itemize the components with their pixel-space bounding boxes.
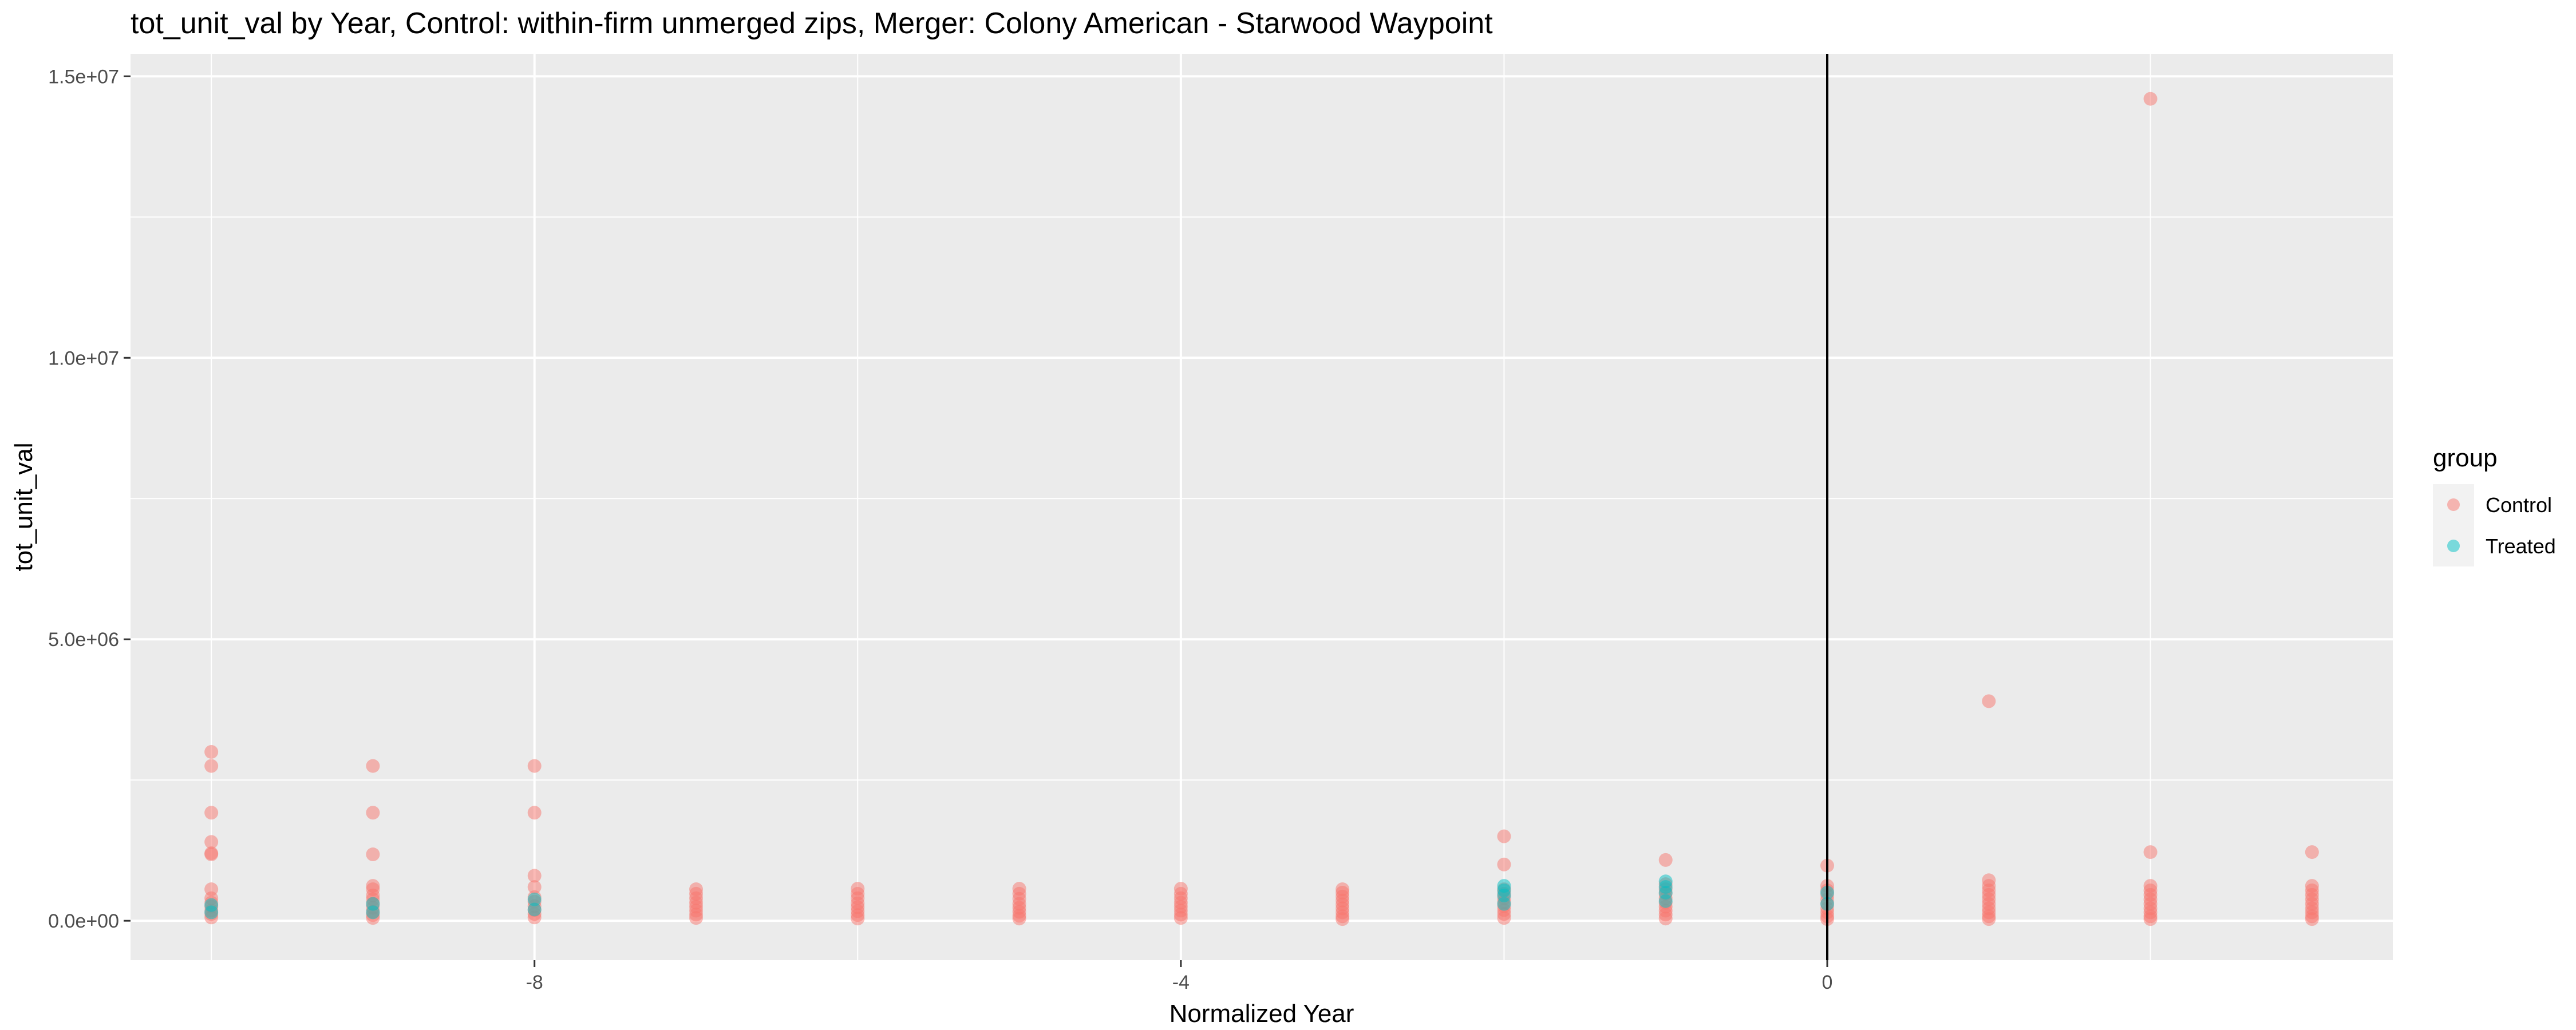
data-point-control: [1012, 912, 1026, 926]
data-point-control: [527, 869, 542, 883]
y-tick-label: 1.0e+07: [48, 347, 119, 369]
data-point-treated: [1658, 894, 1673, 908]
data-point-control: [204, 744, 219, 759]
y-axis-title: tot_unit_val: [10, 442, 38, 571]
legend: group Control Treated: [2433, 444, 2556, 566]
legend-label-treated: Treated: [2486, 534, 2556, 558]
chart-title: tot_unit_val by Year, Control: within-fi…: [131, 7, 1493, 40]
legend-key-control: [2447, 498, 2460, 511]
x-tick-label: -8: [526, 972, 543, 993]
y-axis-ticks: 0.0e+00 5.0e+06 1.0e+07 1.5e+07: [48, 66, 131, 932]
data-point-control: [1982, 694, 1996, 708]
legend-key-treated: [2447, 540, 2460, 552]
x-tick-label: 0: [1822, 972, 1833, 993]
data-point-treated: [527, 902, 542, 917]
data-point-control: [1497, 857, 1511, 871]
data-point-control: [527, 880, 542, 894]
data-point-control: [2143, 92, 2158, 106]
data-point-control: [204, 835, 219, 849]
data-point-treated: [366, 905, 380, 920]
series-treated-points: [204, 874, 1834, 920]
legend-label-control: Control: [2486, 493, 2552, 517]
data-point-control: [1497, 911, 1511, 925]
data-point-control: [366, 759, 380, 773]
data-point-treated: [527, 892, 542, 906]
data-point-control: [2305, 845, 2319, 859]
data-point-control: [366, 806, 380, 820]
data-point-control: [1658, 912, 1673, 926]
minor-gridlines: [131, 54, 2393, 960]
data-point-control: [2143, 845, 2158, 859]
data-point-control: [1658, 853, 1673, 867]
data-point-control: [689, 911, 703, 925]
y-tick-label: 0.0e+00: [48, 910, 119, 932]
data-point-control: [204, 806, 219, 820]
data-point-control: [1497, 829, 1511, 843]
data-point-control: [2305, 912, 2319, 926]
plot-panel: [131, 54, 2393, 960]
data-point-control: [1174, 911, 1188, 925]
data-point-control: [851, 912, 865, 926]
data-point-treated: [1497, 897, 1511, 911]
data-point-control: [366, 847, 380, 862]
data-point-control: [1336, 912, 1350, 926]
y-tick-label: 5.0e+06: [48, 629, 119, 651]
x-axis-title: Normalized Year: [1170, 1000, 1354, 1028]
data-point-control: [204, 759, 219, 773]
legend-title: group: [2433, 444, 2498, 472]
y-tick-label: 1.5e+07: [48, 66, 119, 88]
data-point-control: [1982, 912, 1996, 926]
x-tick-label: -4: [1172, 972, 1190, 993]
data-point-control: [527, 806, 542, 820]
data-point-treated: [204, 905, 219, 920]
data-point-control: [204, 847, 219, 862]
data-point-control: [527, 759, 542, 773]
data-point-control: [2143, 912, 2158, 926]
x-axis-ticks: -8 -4 0: [526, 960, 1833, 993]
